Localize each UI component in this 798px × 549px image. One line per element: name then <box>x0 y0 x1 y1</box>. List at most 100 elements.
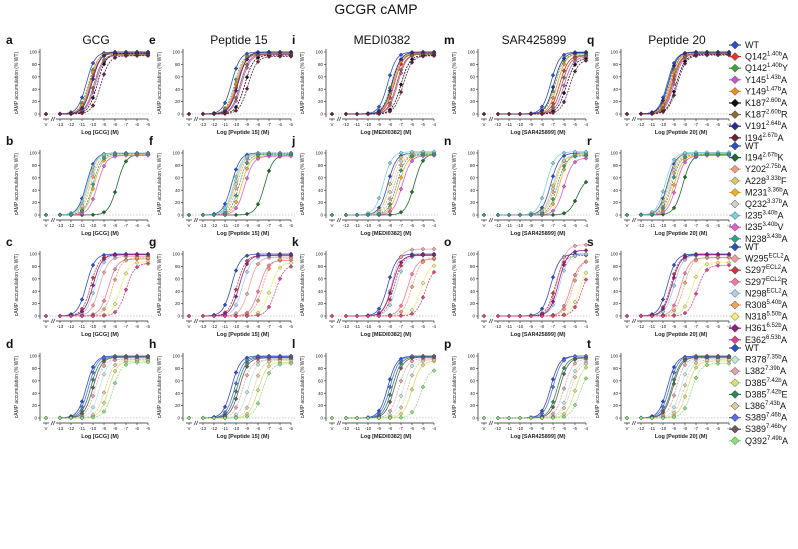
y-tick-label: 100 <box>29 354 37 359</box>
data-point <box>57 415 63 421</box>
x-tick-label: -12 <box>343 122 350 127</box>
legend-label-superscript: 1.47b <box>766 86 782 92</box>
y-axis-label: cAMP accumulation (% WT) <box>157 253 163 316</box>
legend-label-base: Q142 <box>745 52 767 62</box>
legend-label: V1912.64bA <box>745 121 787 131</box>
data-point <box>572 299 578 305</box>
vehicle-point <box>624 415 630 421</box>
legend-label-superscript: 7.42b <box>767 378 783 384</box>
data-point <box>638 313 644 319</box>
x-tick-label: V <box>625 324 628 329</box>
curve-k-5 <box>346 257 435 317</box>
data-point <box>398 162 404 168</box>
data-point <box>671 410 677 415</box>
data-point <box>517 415 523 421</box>
legend-label-base: N318 <box>745 312 767 322</box>
data-point <box>376 211 382 217</box>
data-point <box>649 212 655 217</box>
y-tick-label: 80 <box>175 264 181 269</box>
data-point <box>420 295 426 300</box>
x-tick-label: -7 <box>124 426 128 431</box>
y-tick-label: 0 <box>34 213 37 218</box>
data-point <box>671 77 677 83</box>
legend-label-base: A228 <box>745 176 766 186</box>
legend-marker-diamond <box>730 289 740 298</box>
x-axis-label: Log [Peptide 15] (M) <box>217 231 270 237</box>
data-point <box>134 252 140 257</box>
x-tick-label: -12 <box>68 223 75 228</box>
vehicle-point <box>186 212 192 218</box>
legend-label: S3897.46bA <box>745 413 787 423</box>
x-tick-label: -6 <box>705 223 709 228</box>
data-point <box>288 256 294 261</box>
legend-label-base: WT <box>745 343 759 353</box>
x-tick-label: -4 <box>727 426 731 431</box>
y-tick-label: 100 <box>467 50 475 55</box>
legend-label-mutation: V <box>778 222 784 232</box>
legend-entry: I2353.40bA <box>729 211 784 221</box>
data-point <box>671 405 677 410</box>
x-tick-label: -8 <box>388 223 392 228</box>
data-point <box>79 313 85 319</box>
data-point <box>211 313 217 319</box>
x-axis-break <box>52 420 56 426</box>
legend-label: Q1421.40bY <box>745 63 788 73</box>
legend-label: H3616.52bA <box>745 323 788 333</box>
legend-1: WTI1942.67bKY2022.75bAA2283.33bFM2313.36… <box>729 141 789 244</box>
data-point <box>550 104 556 110</box>
x-tick-label: -8 <box>388 426 392 431</box>
data-point <box>376 111 382 116</box>
curve-k-3 <box>346 258 434 317</box>
y-tick-label: 80 <box>470 264 476 269</box>
y-tick-label: 100 <box>315 151 323 156</box>
data-point <box>528 111 534 117</box>
y-tick-label: 100 <box>315 50 323 55</box>
y-tick-label: 20 <box>470 301 476 306</box>
x-axis-label: Log [GCG] (M) <box>81 332 119 338</box>
x-tick-label: -7 <box>399 223 403 228</box>
data-point <box>123 252 129 257</box>
data-point <box>398 365 404 371</box>
data-point <box>704 52 710 58</box>
data-point <box>561 414 567 419</box>
y-tick-label: 80 <box>318 62 324 67</box>
data-point <box>233 405 239 410</box>
data-point <box>266 54 272 60</box>
panel-letter: b <box>6 134 13 148</box>
legend-label-superscript: 5.40b <box>767 300 783 306</box>
x-tick-label: -6 <box>410 324 414 329</box>
data-point <box>660 98 666 103</box>
curve-b-5 <box>60 153 148 216</box>
data-point <box>255 152 261 158</box>
data-point <box>266 253 272 258</box>
x-tick-label: -7 <box>694 122 698 127</box>
data-point <box>123 159 129 164</box>
x-tick-label: -6 <box>562 122 566 127</box>
data-point <box>671 157 677 162</box>
data-point <box>704 152 710 157</box>
data-point <box>398 67 404 73</box>
x-tick-label: -10 <box>660 223 667 228</box>
x-tick-label: -4 <box>432 223 436 228</box>
x-axis-label: Log [MEDI0382] (M) <box>360 332 411 338</box>
data-point <box>387 399 393 405</box>
data-point <box>244 253 250 258</box>
x-tick-label: -5 <box>421 223 425 228</box>
data-point <box>409 363 415 369</box>
data-point <box>682 310 688 316</box>
x-tick-label: -9 <box>102 426 106 431</box>
data-point <box>671 381 677 387</box>
data-point <box>244 313 250 319</box>
data-point <box>495 212 501 218</box>
data-point <box>572 69 578 74</box>
data-point <box>233 205 239 211</box>
x-axis-label: Log [MEDI0382] (M) <box>360 130 411 136</box>
data-point <box>343 212 349 218</box>
data-point <box>79 404 85 410</box>
legend-label-mutation: Y <box>782 63 788 73</box>
y-tick-label: 40 <box>318 87 324 92</box>
legend-label: K1872.60bA <box>745 98 787 108</box>
